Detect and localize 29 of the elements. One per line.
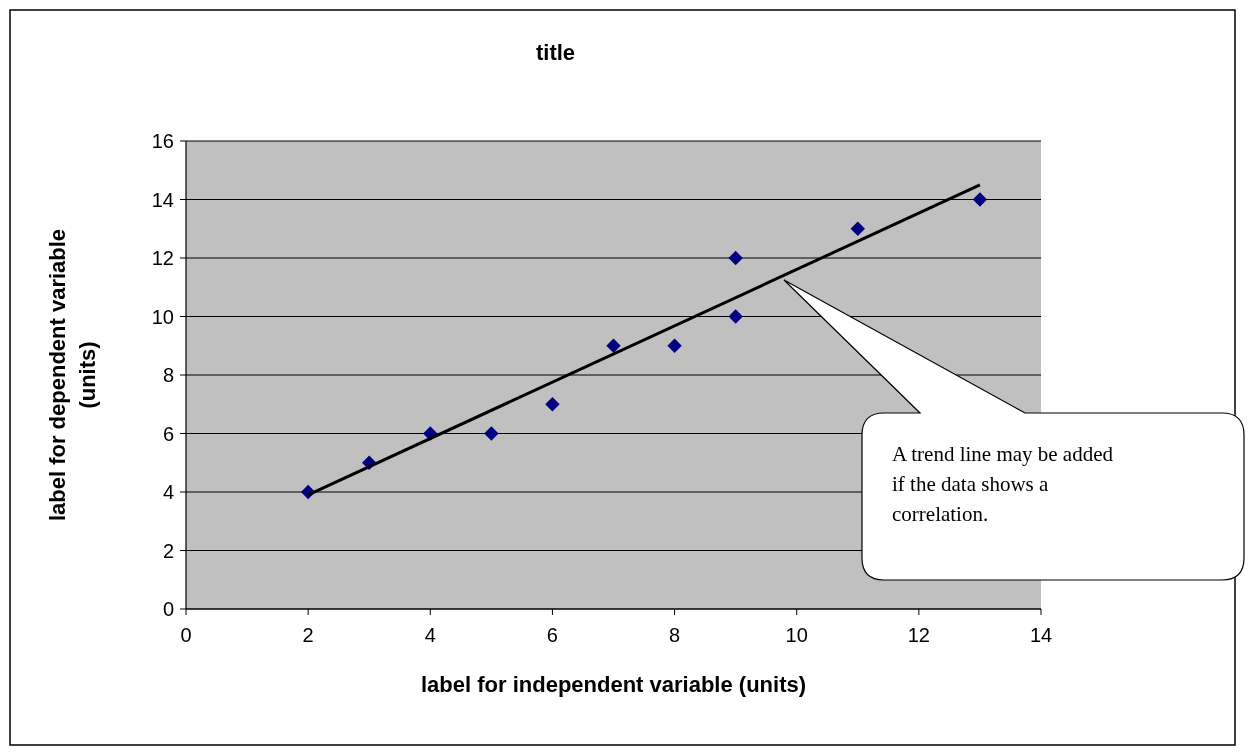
point: [728, 309, 743, 324]
x-tick-label: 8: [669, 624, 681, 646]
y-tick-label: 6: [162, 422, 174, 445]
point: [484, 426, 499, 441]
point: [667, 338, 682, 353]
y-tick-label: 10: [151, 305, 174, 328]
chart-title: title: [535, 40, 576, 65]
y-axis-title: label for dependent variable (units): [44, 228, 100, 522]
x-tick-label: 4: [424, 624, 436, 646]
point: [545, 397, 560, 412]
x-tick-label: 6: [546, 624, 558, 646]
y-tick-label: 0: [162, 598, 174, 620]
x-tick-label: 10: [785, 624, 808, 646]
y-tick-label: 2: [162, 539, 174, 562]
annotation: A trend line may be added if the data shows a correlation.: [892, 442, 1114, 526]
x-tick-label: 14: [1029, 624, 1053, 646]
point: [972, 192, 988, 207]
point: [606, 338, 621, 353]
x-tick-label: 2: [302, 624, 314, 646]
y-tick-label: 4: [162, 481, 174, 503]
y-tick-label: 12: [151, 247, 174, 269]
y-tick-label: 14: [151, 188, 174, 211]
x-tick-label: 0: [180, 624, 192, 646]
y-tick-label: 8: [162, 364, 174, 386]
point: [850, 221, 865, 236]
point: [728, 250, 743, 266]
x-tick-label: 12: [907, 624, 930, 646]
y-tick-label: 16: [151, 130, 174, 152]
x-axis-title: label for independent variable (units): [420, 672, 807, 697]
